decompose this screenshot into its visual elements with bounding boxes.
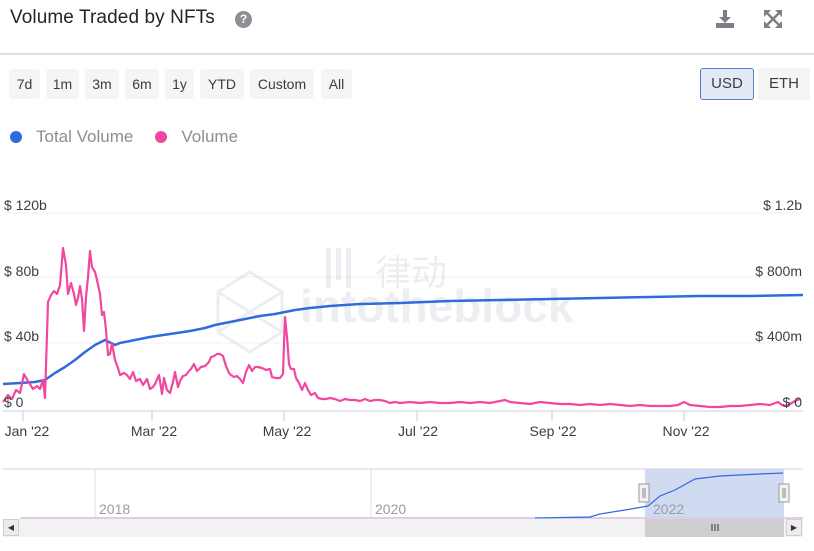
range-all-button[interactable]: All [321,69,352,99]
range-7d-button[interactable]: 7d [9,69,40,99]
y-left-tick-0: $ 0 [4,394,24,410]
legend-item-total-volume[interactable]: Total Volume [10,127,133,147]
y-right-tick-1-2b: $ 1.2b [763,197,802,213]
navigator-label-2018: 2018 [99,501,131,517]
y-left-tick-120b: $ 120b [4,197,47,213]
fullscreen-icon[interactable] [762,8,784,30]
x-tick-sep-22: Sep '22 [529,423,577,439]
header-divider [0,53,814,55]
navigator-label-2020: 2020 [375,501,407,517]
range-1y-button[interactable]: 1y [165,69,194,99]
legend-item-volume[interactable]: Volume [155,127,238,147]
y-right-tick-0: $ 0 [782,394,802,410]
x-tick-nov-22: Nov '22 [662,423,710,439]
legend-label: Volume [181,127,239,146]
download-icon[interactable] [714,8,736,30]
navigator-label-2022: 2022 [653,501,685,517]
x-tick-mar-22: Mar '22 [130,423,178,439]
svg-text:律动: 律动 [375,253,447,294]
gridlines [3,212,803,344]
x-tick-may-22: May '22 [262,423,312,439]
navigator-handle-left[interactable] [638,483,650,503]
navigator-handle-right[interactable] [778,483,790,503]
currency-usd-button[interactable]: USD [700,68,754,100]
y-left-tick-40b: $ 40b [4,328,40,344]
help-icon[interactable]: ? [235,11,252,28]
x-tick-jul-22: Jul '22 [397,423,439,439]
x-tick-jan-22: Jan '22 [4,423,50,439]
range-ytd-button[interactable]: YTD [200,69,244,99]
chart-header: Volume Traded by NFTs ? [0,0,814,53]
y-right-tick-800m: $ 800m [755,263,802,279]
scroll-right-button[interactable]: ▶ [786,519,802,536]
series-volume-line [2,246,801,409]
scroll-left-button[interactable]: ◀ [3,519,19,536]
y-right-tick-400m: $ 400m [755,328,802,344]
chart-legend: Total Volume Volume [10,126,260,148]
range-6m-button[interactable]: 6m [125,69,159,99]
series-total-volume-line [2,293,804,386]
legend-dot-icon [10,131,22,143]
legend-dot-icon [155,131,168,143]
range-3m-button[interactable]: 3m [85,69,119,99]
legend-label: Total Volume [36,127,134,146]
chart-title: Volume Traded by NFTs [10,7,215,28]
y-left-tick-80b: $ 80b [4,263,40,279]
range-custom-button[interactable]: Custom [250,69,314,99]
x-axis-ticks [22,411,685,421]
range-1m-button[interactable]: 1m [46,69,79,99]
currency-eth-button[interactable]: ETH [758,68,810,100]
